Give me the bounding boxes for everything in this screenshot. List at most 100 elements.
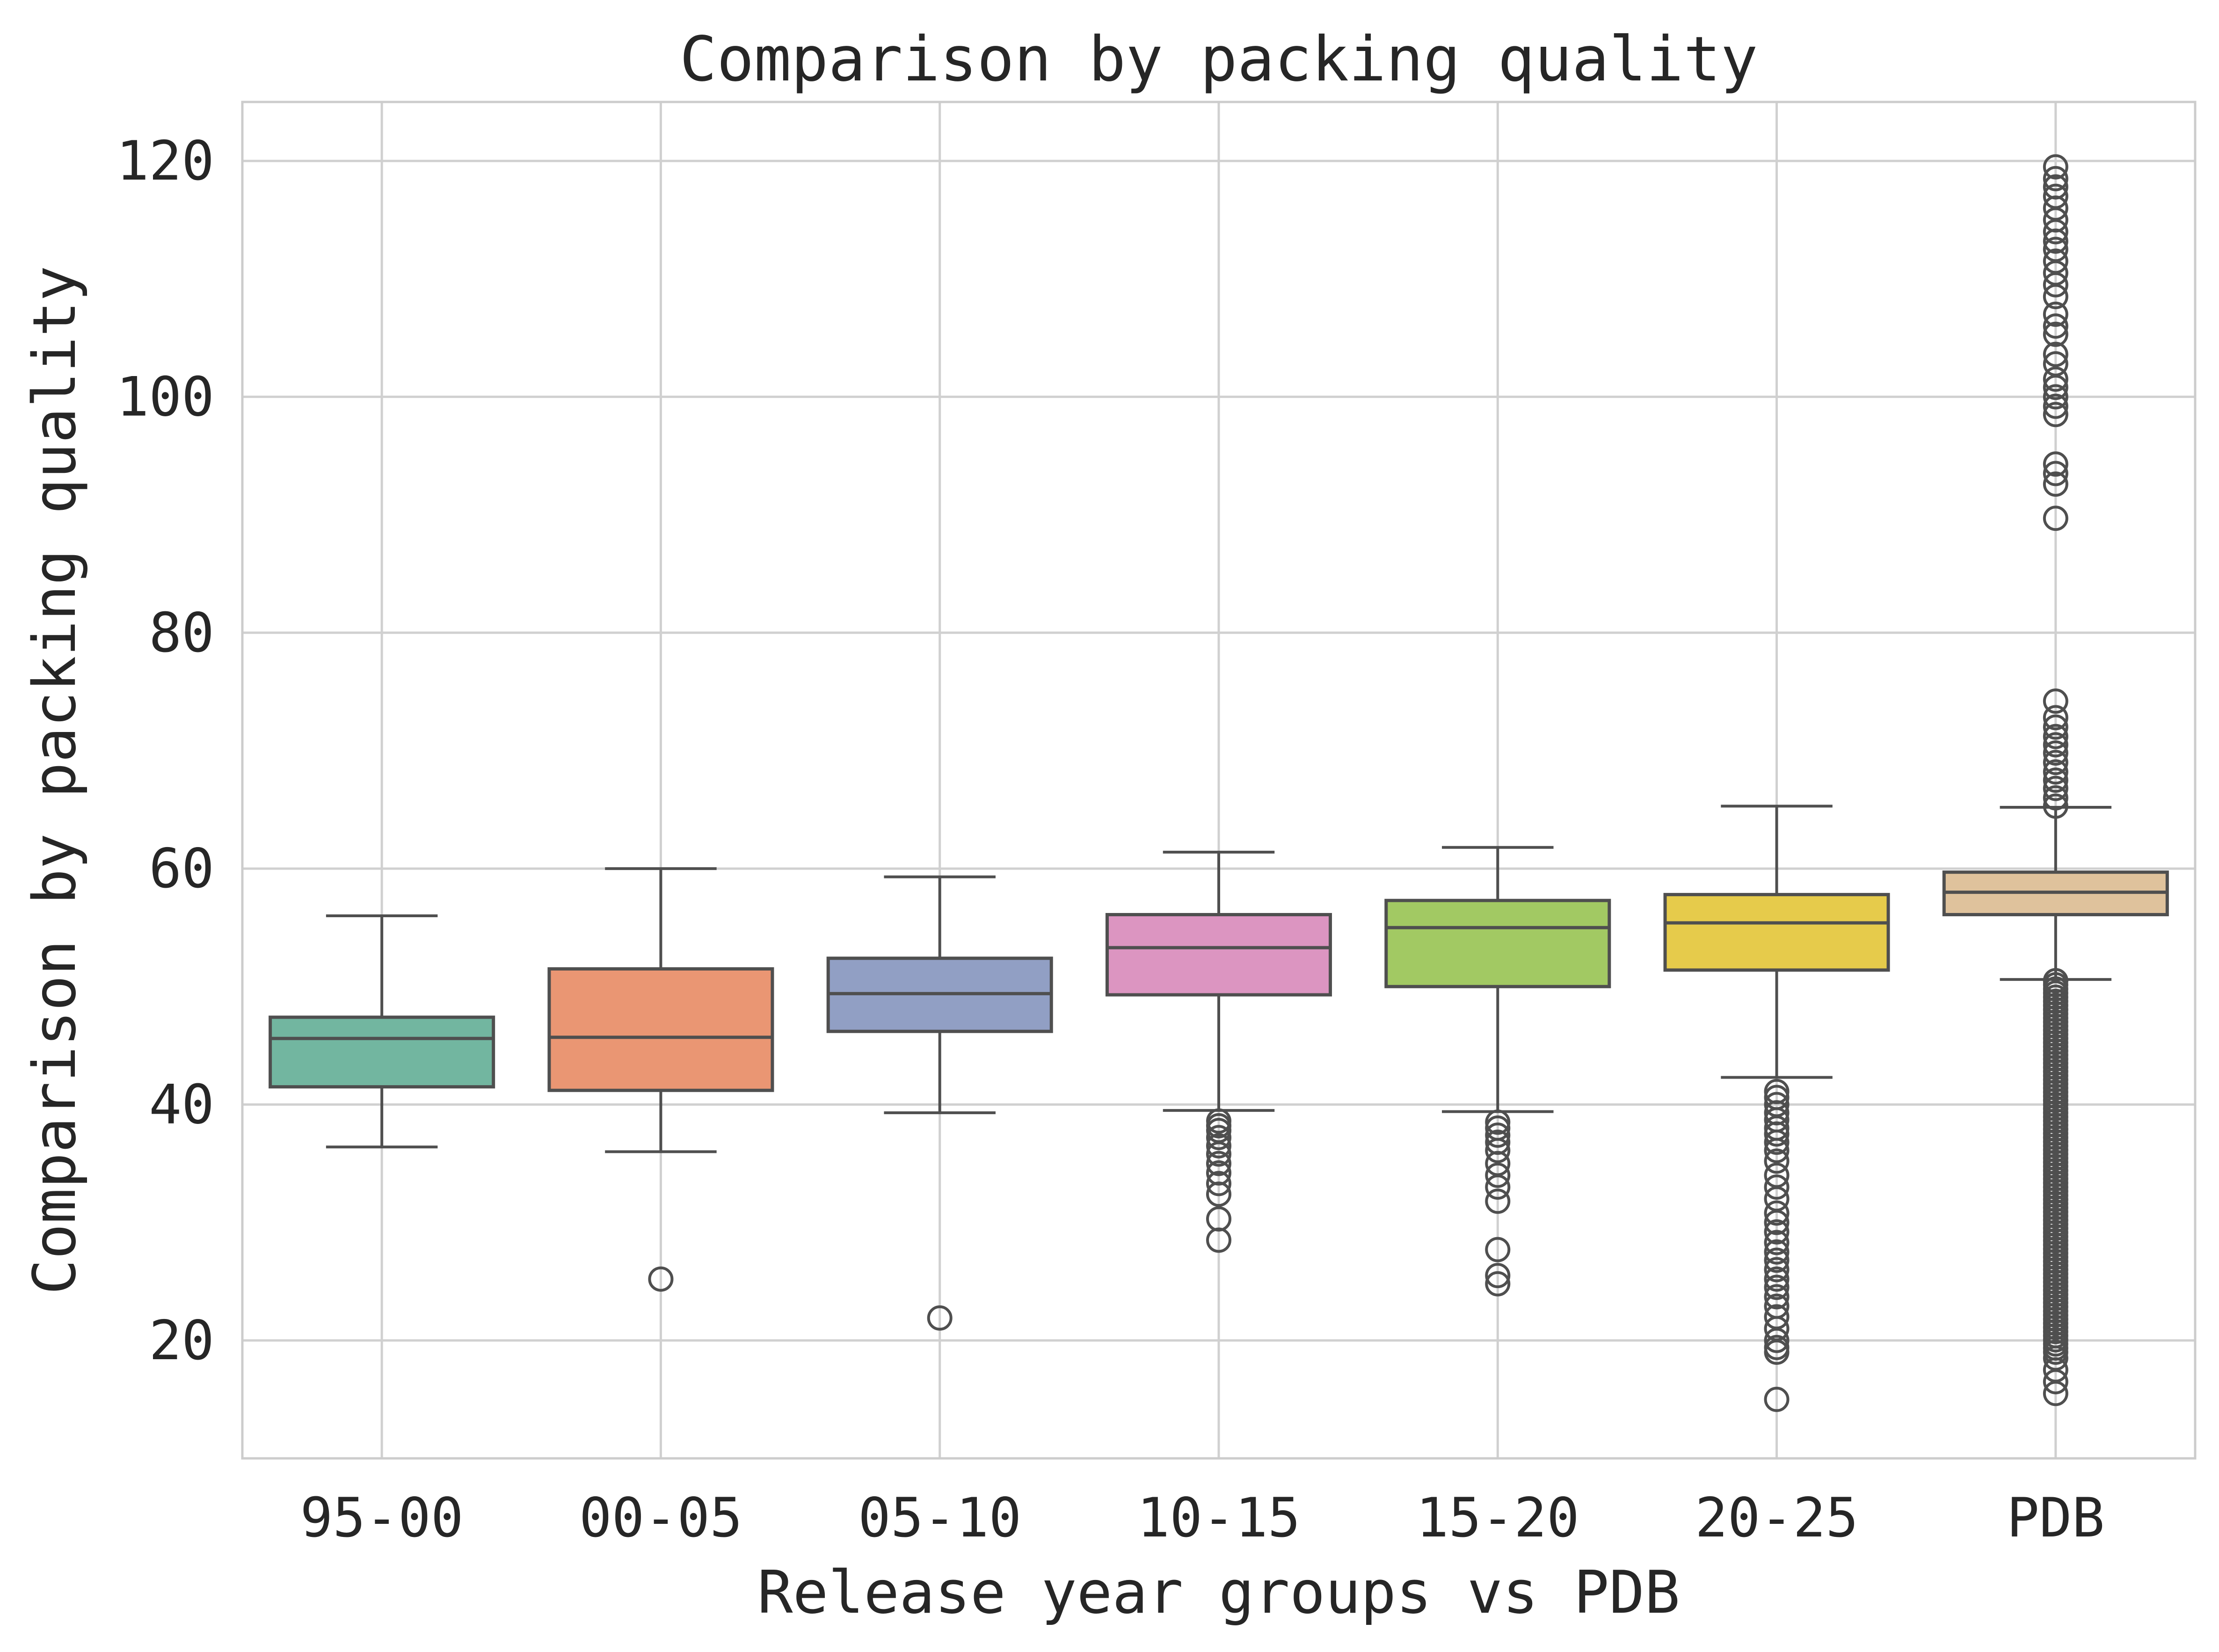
y-tick-label: 120 <box>116 130 214 193</box>
box-15-20 <box>1384 846 1611 1297</box>
outlier-point <box>1485 1271 1511 1297</box>
y-tick-label: 60 <box>149 837 214 900</box>
x-tick-label: 15-20 <box>1416 1486 1579 1550</box>
outlier-point <box>2043 768 2068 793</box>
outlier-point <box>1485 1188 1511 1214</box>
outlier-point <box>1485 1109 1511 1135</box>
outlier-point <box>2043 759 2068 785</box>
x-tick-label: 95-00 <box>300 1486 464 1550</box>
outlier-point <box>1206 1227 1231 1253</box>
x-tick-label: 10-15 <box>1137 1486 1300 1550</box>
outlier-point <box>648 1266 674 1292</box>
outlier-point <box>2043 740 2068 766</box>
outlier-point <box>2043 688 2068 714</box>
outlier-point <box>2043 366 2068 392</box>
outlier-point <box>1206 1125 1231 1151</box>
box-05-10 <box>826 875 1053 1331</box>
box-series <box>269 154 2169 1412</box>
outlier-point <box>1764 1121 1790 1147</box>
y-tick-label: 80 <box>149 601 214 665</box>
outlier-point <box>2043 793 2068 819</box>
outlier-point <box>1485 1123 1511 1148</box>
outlier-point <box>2043 705 2068 731</box>
outlier-point <box>927 1305 953 1331</box>
outlier-point <box>1764 1148 1790 1174</box>
y-axis-label: Comparison by packing quality <box>20 266 89 1295</box>
outlier-point <box>1206 1141 1231 1167</box>
outlier-point <box>1764 1219 1790 1245</box>
outlier-point <box>2043 968 2068 993</box>
x-tick-label: 05-10 <box>858 1486 1021 1550</box>
outlier-point <box>2043 724 2068 749</box>
x-axis-label: Release year groups vs PDB <box>757 1558 1680 1627</box>
outlier-point <box>1764 1200 1790 1226</box>
box-10-15 <box>1105 850 1332 1253</box>
outlier-point <box>2043 313 2068 339</box>
outlier-point <box>2043 714 2068 740</box>
outlier-point <box>1764 1266 1790 1292</box>
outlier-point <box>1485 1174 1511 1200</box>
box-PDB <box>1942 154 2169 1406</box>
outlier-point <box>2043 785 2068 811</box>
outlier-point <box>2043 775 2068 801</box>
outlier-point <box>1485 1263 1511 1289</box>
iqr-box <box>269 1015 495 1089</box>
outlier-point <box>1764 1275 1790 1300</box>
outlier-point <box>2043 384 2068 410</box>
x-tick-labels: 95-00 00-05 05-10 10-15 15-20 20-25 PDB <box>300 1486 2105 1550</box>
outlier-point <box>1764 1210 1790 1235</box>
outlier-point <box>2043 301 2068 327</box>
outlier-point <box>2043 393 2068 419</box>
outlier-point <box>2043 284 2068 310</box>
outlier-point <box>1485 1237 1511 1262</box>
outlier-point <box>1485 1162 1511 1188</box>
outlier-point <box>2043 272 2068 297</box>
outlier-point <box>1485 1138 1511 1163</box>
outlier-point <box>1764 1239 1790 1265</box>
x-tick-label: 20-25 <box>1695 1486 1858 1550</box>
outlier-point <box>1764 1230 1790 1255</box>
outlier-point <box>2043 154 2068 180</box>
outlier-point <box>2043 461 2068 486</box>
box-00-05 <box>547 867 774 1292</box>
outlier-point <box>1206 1171 1231 1196</box>
x-gridlines <box>380 102 2057 1458</box>
outlier-point <box>1206 1181 1231 1207</box>
outlier-point <box>1764 1327 1790 1353</box>
outlier-point <box>2043 732 2068 758</box>
plot-frame <box>241 101 2197 1460</box>
y-tick-label: 20 <box>149 1309 214 1372</box>
iqr-box <box>547 967 774 1092</box>
outlier-point <box>2043 402 2068 427</box>
box-95-00 <box>269 914 495 1149</box>
y-tick-label: 100 <box>116 365 214 428</box>
outlier-point <box>1206 1151 1231 1176</box>
outlier-point <box>2043 341 2068 367</box>
iqr-box <box>1105 913 1332 997</box>
chart-title: Comparison by packing quality <box>680 23 1758 95</box>
outlier-point <box>1764 1257 1790 1282</box>
y-tick-labels: 20 40 60 80 100 120 <box>116 130 214 1372</box>
outlier-point <box>2043 219 2068 245</box>
outlier-point <box>1764 1284 1790 1310</box>
y-tick-label: 40 <box>149 1073 214 1136</box>
outlier-point <box>1764 1247 1790 1273</box>
outlier-point <box>1206 1133 1231 1159</box>
iqr-box <box>1384 898 1611 988</box>
x-tick-label: PDB <box>2007 1486 2105 1550</box>
box-20-25 <box>1663 804 1890 1412</box>
pdb-dense-outliers <box>2043 968 2068 1365</box>
outlier-point <box>2043 228 2068 254</box>
outlier-point <box>2043 506 2068 531</box>
outlier-point <box>2043 375 2068 400</box>
outlier-point <box>1764 1174 1790 1200</box>
outlier-point <box>2043 166 2068 191</box>
outlier-point <box>1764 1138 1790 1163</box>
outlier-point <box>2043 451 2068 477</box>
outlier-point <box>2043 321 2068 347</box>
outlier-point <box>1764 1340 1790 1365</box>
outlier-point <box>2043 471 2068 497</box>
outlier-point <box>1764 1130 1790 1155</box>
x-tick-label: 00-05 <box>579 1486 742 1550</box>
